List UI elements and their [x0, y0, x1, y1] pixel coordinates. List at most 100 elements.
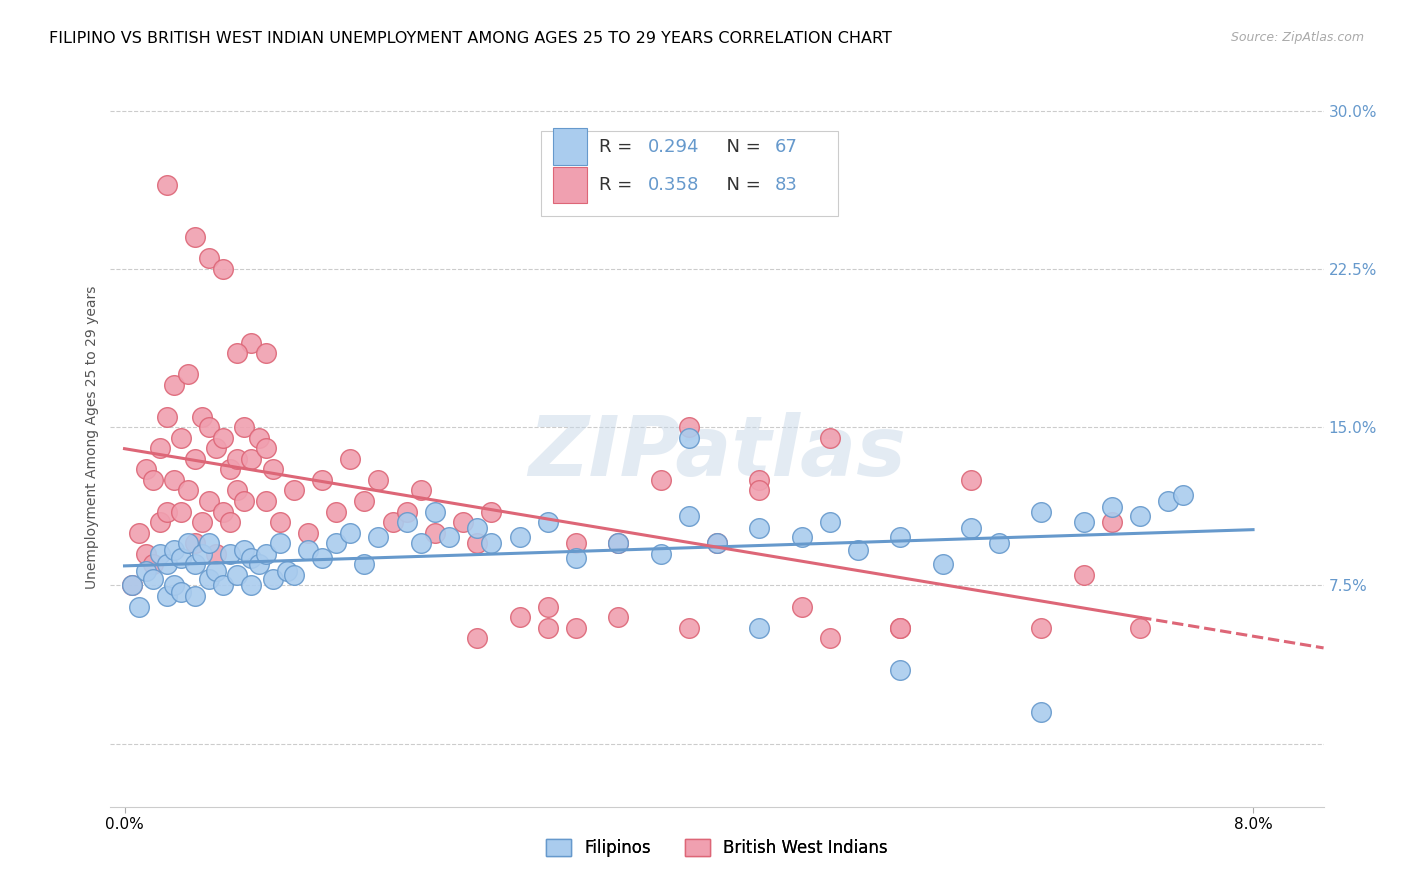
Point [678, 431, 700, 445]
Point [818, 515, 841, 529]
Text: Source: ZipAtlas.com: Source: ZipAtlas.com [1230, 31, 1364, 45]
Point [254, 494, 277, 508]
Point [212, 578, 235, 592]
Point [706, 536, 728, 550]
Point [409, 536, 432, 550]
Point [465, 536, 488, 550]
Point [1031, 705, 1053, 719]
Point [650, 473, 672, 487]
Point [1101, 500, 1123, 515]
Point [565, 551, 588, 566]
Point [678, 621, 700, 635]
Point [818, 631, 841, 645]
Point [960, 473, 983, 487]
Point [748, 621, 770, 635]
Point [283, 483, 305, 498]
Point [1101, 515, 1123, 529]
Point [1073, 515, 1095, 529]
Point [367, 473, 389, 487]
Point [128, 525, 150, 540]
Point [748, 483, 770, 498]
Point [219, 462, 242, 476]
Point [177, 536, 200, 550]
Point [191, 409, 214, 424]
Y-axis label: Unemployment Among Ages 25 to 29 years: Unemployment Among Ages 25 to 29 years [86, 286, 100, 590]
Point [247, 558, 270, 572]
Point [156, 409, 179, 424]
Point [339, 451, 361, 466]
Point [381, 515, 404, 529]
Point [142, 572, 165, 586]
Point [353, 494, 375, 508]
Point [395, 515, 418, 529]
Point [191, 547, 214, 561]
Text: R =: R = [599, 137, 638, 156]
Point [247, 431, 270, 445]
Point [537, 599, 560, 614]
Point [254, 442, 277, 456]
Point [156, 505, 179, 519]
Point [262, 462, 284, 476]
Point [212, 262, 235, 277]
Point [184, 230, 207, 244]
Point [163, 378, 186, 392]
Legend: Filipinos, British West Indians: Filipinos, British West Indians [538, 830, 896, 865]
Point [325, 505, 347, 519]
Point [205, 564, 228, 578]
Text: N =: N = [714, 137, 766, 156]
Point [465, 521, 488, 535]
Point [177, 483, 200, 498]
Point [262, 572, 284, 586]
Point [1031, 505, 1053, 519]
Point [678, 508, 700, 523]
Text: ZIPatlas: ZIPatlas [529, 412, 905, 493]
Point [678, 420, 700, 434]
Point [198, 420, 221, 434]
Point [465, 631, 488, 645]
Point [170, 551, 193, 566]
Point [198, 536, 221, 550]
Point [240, 578, 263, 592]
Point [135, 462, 157, 476]
Point [240, 551, 263, 566]
Point [198, 572, 221, 586]
Point [269, 515, 291, 529]
Point [212, 431, 235, 445]
Point [409, 483, 432, 498]
Point [706, 536, 728, 550]
Point [479, 505, 502, 519]
Point [184, 558, 207, 572]
Point [163, 578, 186, 592]
Point [889, 530, 911, 544]
Point [339, 525, 361, 540]
Point [226, 346, 249, 360]
Point [311, 551, 333, 566]
Point [437, 530, 460, 544]
Text: 83: 83 [775, 176, 799, 194]
Point [479, 536, 502, 550]
Point [149, 442, 172, 456]
Point [198, 494, 221, 508]
Point [198, 252, 221, 266]
Point [212, 505, 235, 519]
Point [988, 536, 1011, 550]
Point [607, 536, 630, 550]
Point [205, 547, 228, 561]
Point [226, 568, 249, 582]
Point [748, 521, 770, 535]
Point [149, 547, 172, 561]
Point [128, 599, 150, 614]
Point [297, 542, 319, 557]
Point [960, 521, 983, 535]
Point [1171, 488, 1194, 502]
Point [846, 542, 869, 557]
Point [367, 530, 389, 544]
Bar [553, 167, 588, 203]
Point [297, 525, 319, 540]
FancyBboxPatch shape [541, 131, 838, 216]
Point [170, 584, 193, 599]
Point [283, 568, 305, 582]
Point [191, 515, 214, 529]
Point [395, 505, 418, 519]
Point [170, 431, 193, 445]
